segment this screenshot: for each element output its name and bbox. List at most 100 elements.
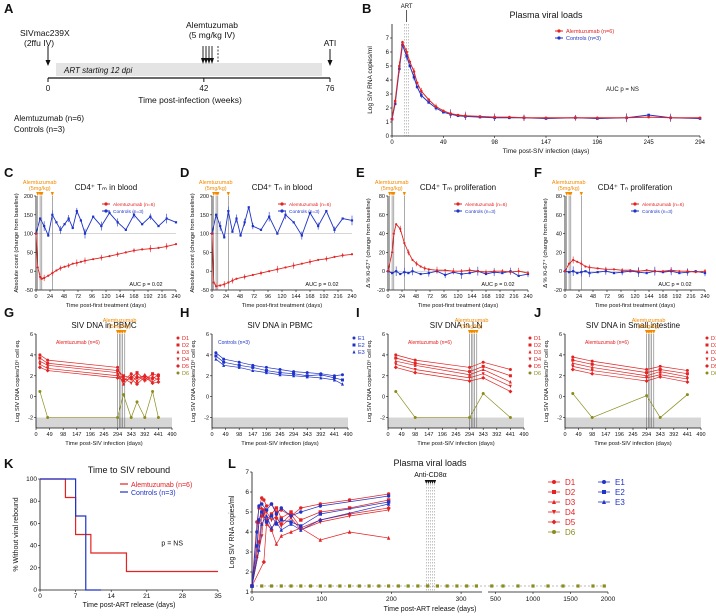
legend-alem-label: Alemtuzumab (n=6) [566, 29, 614, 35]
x-tick-label: 24 [47, 294, 53, 300]
alem-series-point [517, 270, 520, 273]
control-series-point [157, 224, 160, 228]
animal-D5-point [658, 374, 663, 379]
control-series-point [38, 217, 42, 220]
animal-D4-point [129, 381, 133, 386]
panel-a: 0 42 76 ART starting 12 dpi SIVmac239X(2ffu … [14, 20, 336, 134]
legend-ctrl-marker [280, 209, 284, 213]
animal-D6-point [394, 389, 398, 393]
alem-series-point [108, 255, 111, 258]
x-tick-label: 120 [277, 294, 286, 300]
alem-series-point [36, 266, 39, 269]
chart-title: Time to SIV rebound [88, 465, 170, 475]
control-series-point [576, 271, 579, 275]
legend-alem-marker [633, 202, 637, 206]
animal-D6-point [308, 584, 313, 588]
legend-label: E3 [615, 498, 625, 507]
x-tick-label: 147 [72, 432, 81, 438]
control-series-point [174, 221, 178, 224]
animal-D6-point [474, 584, 479, 588]
animal-D3-point [143, 372, 147, 377]
animal-D2-point [508, 374, 512, 378]
animal-D6-point [299, 584, 303, 588]
control-series-point [703, 271, 707, 275]
control-E3-point [278, 372, 282, 377]
treatment-arrow [123, 330, 127, 334]
alem-arrowhead [201, 58, 205, 64]
legend-ctrl-label: Controls (n=3) [289, 209, 320, 215]
control-series-point [55, 221, 58, 224]
legend-marker [551, 519, 557, 525]
animal-D6-point [490, 584, 494, 588]
legend-label: D3 [565, 498, 576, 507]
alem-series-point [444, 269, 447, 272]
alem-series-point [572, 258, 575, 262]
panel-c: 0 24 48 72 96 120 144 168 192 216 240-500501001502… [14, 180, 181, 309]
x-tick-label: 0 [386, 294, 389, 300]
alem-series-point [621, 269, 624, 272]
x-tick-label: 144 [115, 294, 124, 300]
animal-D1-point [151, 377, 155, 381]
y-tick-label: 6 [206, 332, 209, 338]
x-tick-label: 294 [113, 432, 122, 438]
control-series-point [468, 271, 471, 275]
animal-E2-point [255, 544, 259, 548]
x-tick-label: 490 [167, 432, 176, 438]
legend-marker [552, 480, 556, 484]
legend-marker [528, 357, 532, 361]
treatment-arrow [579, 192, 583, 196]
legend-marker [528, 336, 532, 340]
x-axis-label: Time post-SIV infection (days) [503, 148, 590, 155]
animal-D3-point [394, 359, 398, 363]
animal-D2-point [299, 518, 303, 522]
y-tick-label: 6 [382, 332, 385, 338]
control-series-point [647, 113, 650, 117]
animal-E2-point [257, 518, 261, 522]
alem-series-point [460, 270, 463, 273]
alem-series-point [403, 241, 406, 245]
animal-D5-point [45, 368, 50, 373]
alem-series-point [567, 262, 571, 265]
y-tick-label: 100 [200, 232, 209, 238]
animal-D4-point [413, 368, 417, 372]
control-series-point [415, 85, 419, 89]
animal-D6-point [516, 584, 520, 588]
legend-marker [352, 336, 356, 340]
x-tick-label: 392 [492, 432, 501, 438]
y-tick-label: 7 [386, 36, 390, 42]
animal-E1-point [279, 506, 283, 510]
animal-D6-point [318, 584, 322, 588]
control-E1-point [214, 351, 218, 355]
alem-arrowhead [207, 58, 211, 64]
y-tick-label: 0 [559, 395, 562, 401]
alem-series-point [243, 275, 246, 278]
animal-D4-point [151, 375, 155, 379]
chart-title: SIV DNA in PBMC [247, 321, 313, 330]
animal-E3-point [299, 527, 303, 532]
alem-series-point [493, 270, 496, 273]
control-E3-point [319, 375, 323, 380]
alem-series-point [79, 260, 83, 263]
alem-series-point [100, 256, 103, 259]
animal-D6-point [347, 584, 352, 588]
animal-D6-point [508, 416, 512, 420]
x-axis-label: Time post-SIV infection (days) [594, 441, 671, 447]
alem-series-point [219, 284, 222, 287]
legend-label: D1 [565, 478, 576, 487]
legend-ctrl-label: Controls (n=3) [465, 209, 496, 215]
legend-ctrl-label: Controls (n=3) [113, 209, 144, 215]
y-tick-label: 100 [26, 476, 37, 483]
legend-marker [552, 510, 556, 515]
control-series-point [325, 209, 328, 213]
timeline-mid: 42 [199, 84, 208, 93]
control-series-point [442, 110, 445, 114]
legend-marker [176, 357, 180, 361]
y-axis-label: Δ % Ki-67⁺ (change from baseline) [365, 198, 372, 287]
legend-label: E2 [358, 343, 365, 349]
alem-series-point [509, 271, 512, 274]
animal-E1-point [269, 502, 274, 506]
x-tick-label: 24 [223, 294, 229, 300]
animal-D4-point [481, 372, 485, 376]
control-series-point [67, 217, 70, 220]
control-series-point [501, 271, 504, 275]
